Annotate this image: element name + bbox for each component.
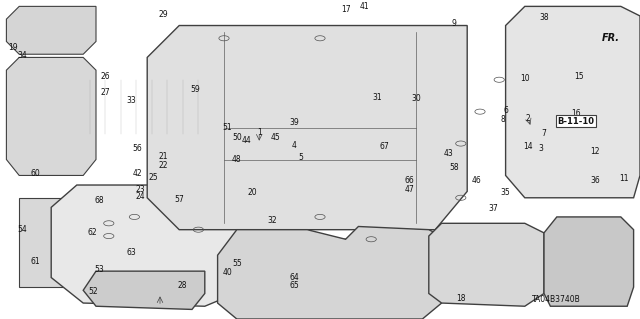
Text: 58: 58 [449, 163, 460, 172]
Text: 68: 68 [94, 197, 104, 205]
Text: 23: 23 [136, 185, 146, 194]
Text: 40: 40 [222, 268, 232, 277]
Text: 20: 20 [248, 189, 258, 197]
Text: 30: 30 [411, 94, 421, 103]
Polygon shape [6, 57, 96, 175]
Text: 9: 9 [452, 19, 457, 28]
Polygon shape [6, 6, 96, 54]
Text: 19: 19 [8, 43, 18, 52]
Text: 17: 17 [340, 5, 351, 14]
Text: 34: 34 [17, 51, 28, 60]
Text: 5: 5 [298, 153, 303, 162]
Polygon shape [83, 271, 205, 309]
Text: 54: 54 [17, 225, 28, 234]
Text: 64: 64 [289, 273, 300, 282]
Text: 24: 24 [136, 192, 146, 201]
Text: 32: 32 [267, 216, 277, 225]
Text: 50: 50 [232, 133, 242, 142]
Polygon shape [544, 217, 634, 306]
Text: 38: 38 [539, 13, 549, 22]
Text: 63: 63 [126, 248, 136, 256]
Text: 14: 14 [523, 142, 533, 151]
Text: 37: 37 [488, 204, 498, 213]
Text: 44: 44 [241, 136, 252, 145]
Text: 31: 31 [372, 93, 383, 102]
Text: 21: 21 [159, 152, 168, 161]
Text: 59: 59 [190, 85, 200, 94]
Text: 35: 35 [500, 189, 511, 197]
Text: 66: 66 [404, 176, 415, 185]
Polygon shape [218, 226, 448, 319]
Text: 67: 67 [379, 142, 389, 151]
Text: 29: 29 [158, 10, 168, 19]
Text: 25: 25 [148, 173, 159, 182]
Text: 51: 51 [222, 123, 232, 132]
Text: TA04B3740B: TA04B3740B [532, 295, 581, 304]
Text: 3: 3 [538, 144, 543, 153]
Text: 33: 33 [126, 96, 136, 105]
Text: 26: 26 [100, 72, 111, 81]
Text: 42: 42 [132, 169, 143, 178]
Text: 43: 43 [443, 149, 453, 158]
Text: 41: 41 [360, 2, 370, 11]
Text: 62: 62 [88, 228, 98, 237]
Text: 47: 47 [404, 185, 415, 194]
Text: 36: 36 [590, 176, 600, 185]
Polygon shape [147, 26, 467, 230]
Text: 1: 1 [257, 128, 262, 137]
Text: 28: 28 [178, 281, 187, 290]
Text: 45: 45 [270, 133, 280, 142]
Text: 61: 61 [30, 257, 40, 266]
Text: FR.: FR. [602, 33, 620, 43]
Text: 6: 6 [503, 106, 508, 115]
Text: 57: 57 [174, 195, 184, 204]
Polygon shape [19, 198, 64, 287]
Text: 53: 53 [94, 265, 104, 274]
Text: 8: 8 [500, 115, 505, 124]
Text: 22: 22 [159, 161, 168, 170]
Text: 52: 52 [88, 287, 98, 296]
Text: 2: 2 [525, 114, 531, 122]
Polygon shape [506, 6, 640, 198]
Text: 15: 15 [574, 72, 584, 81]
Text: 4: 4 [292, 141, 297, 150]
Text: B-11-10: B-11-10 [557, 117, 595, 126]
Text: 56: 56 [132, 144, 143, 153]
Text: 7: 7 [541, 130, 547, 138]
Polygon shape [51, 185, 243, 306]
Text: 12: 12 [591, 147, 600, 156]
Text: 65: 65 [289, 281, 300, 290]
Text: 60: 60 [30, 169, 40, 178]
Text: 39: 39 [289, 118, 300, 127]
Text: 27: 27 [100, 88, 111, 97]
Text: 16: 16 [571, 109, 581, 118]
Text: 10: 10 [520, 74, 530, 83]
Text: 11: 11 [620, 174, 628, 183]
Text: 46: 46 [472, 176, 482, 185]
Text: 48: 48 [232, 155, 242, 164]
Text: 18: 18 [456, 294, 465, 303]
Text: 55: 55 [232, 259, 242, 268]
Polygon shape [429, 223, 544, 306]
